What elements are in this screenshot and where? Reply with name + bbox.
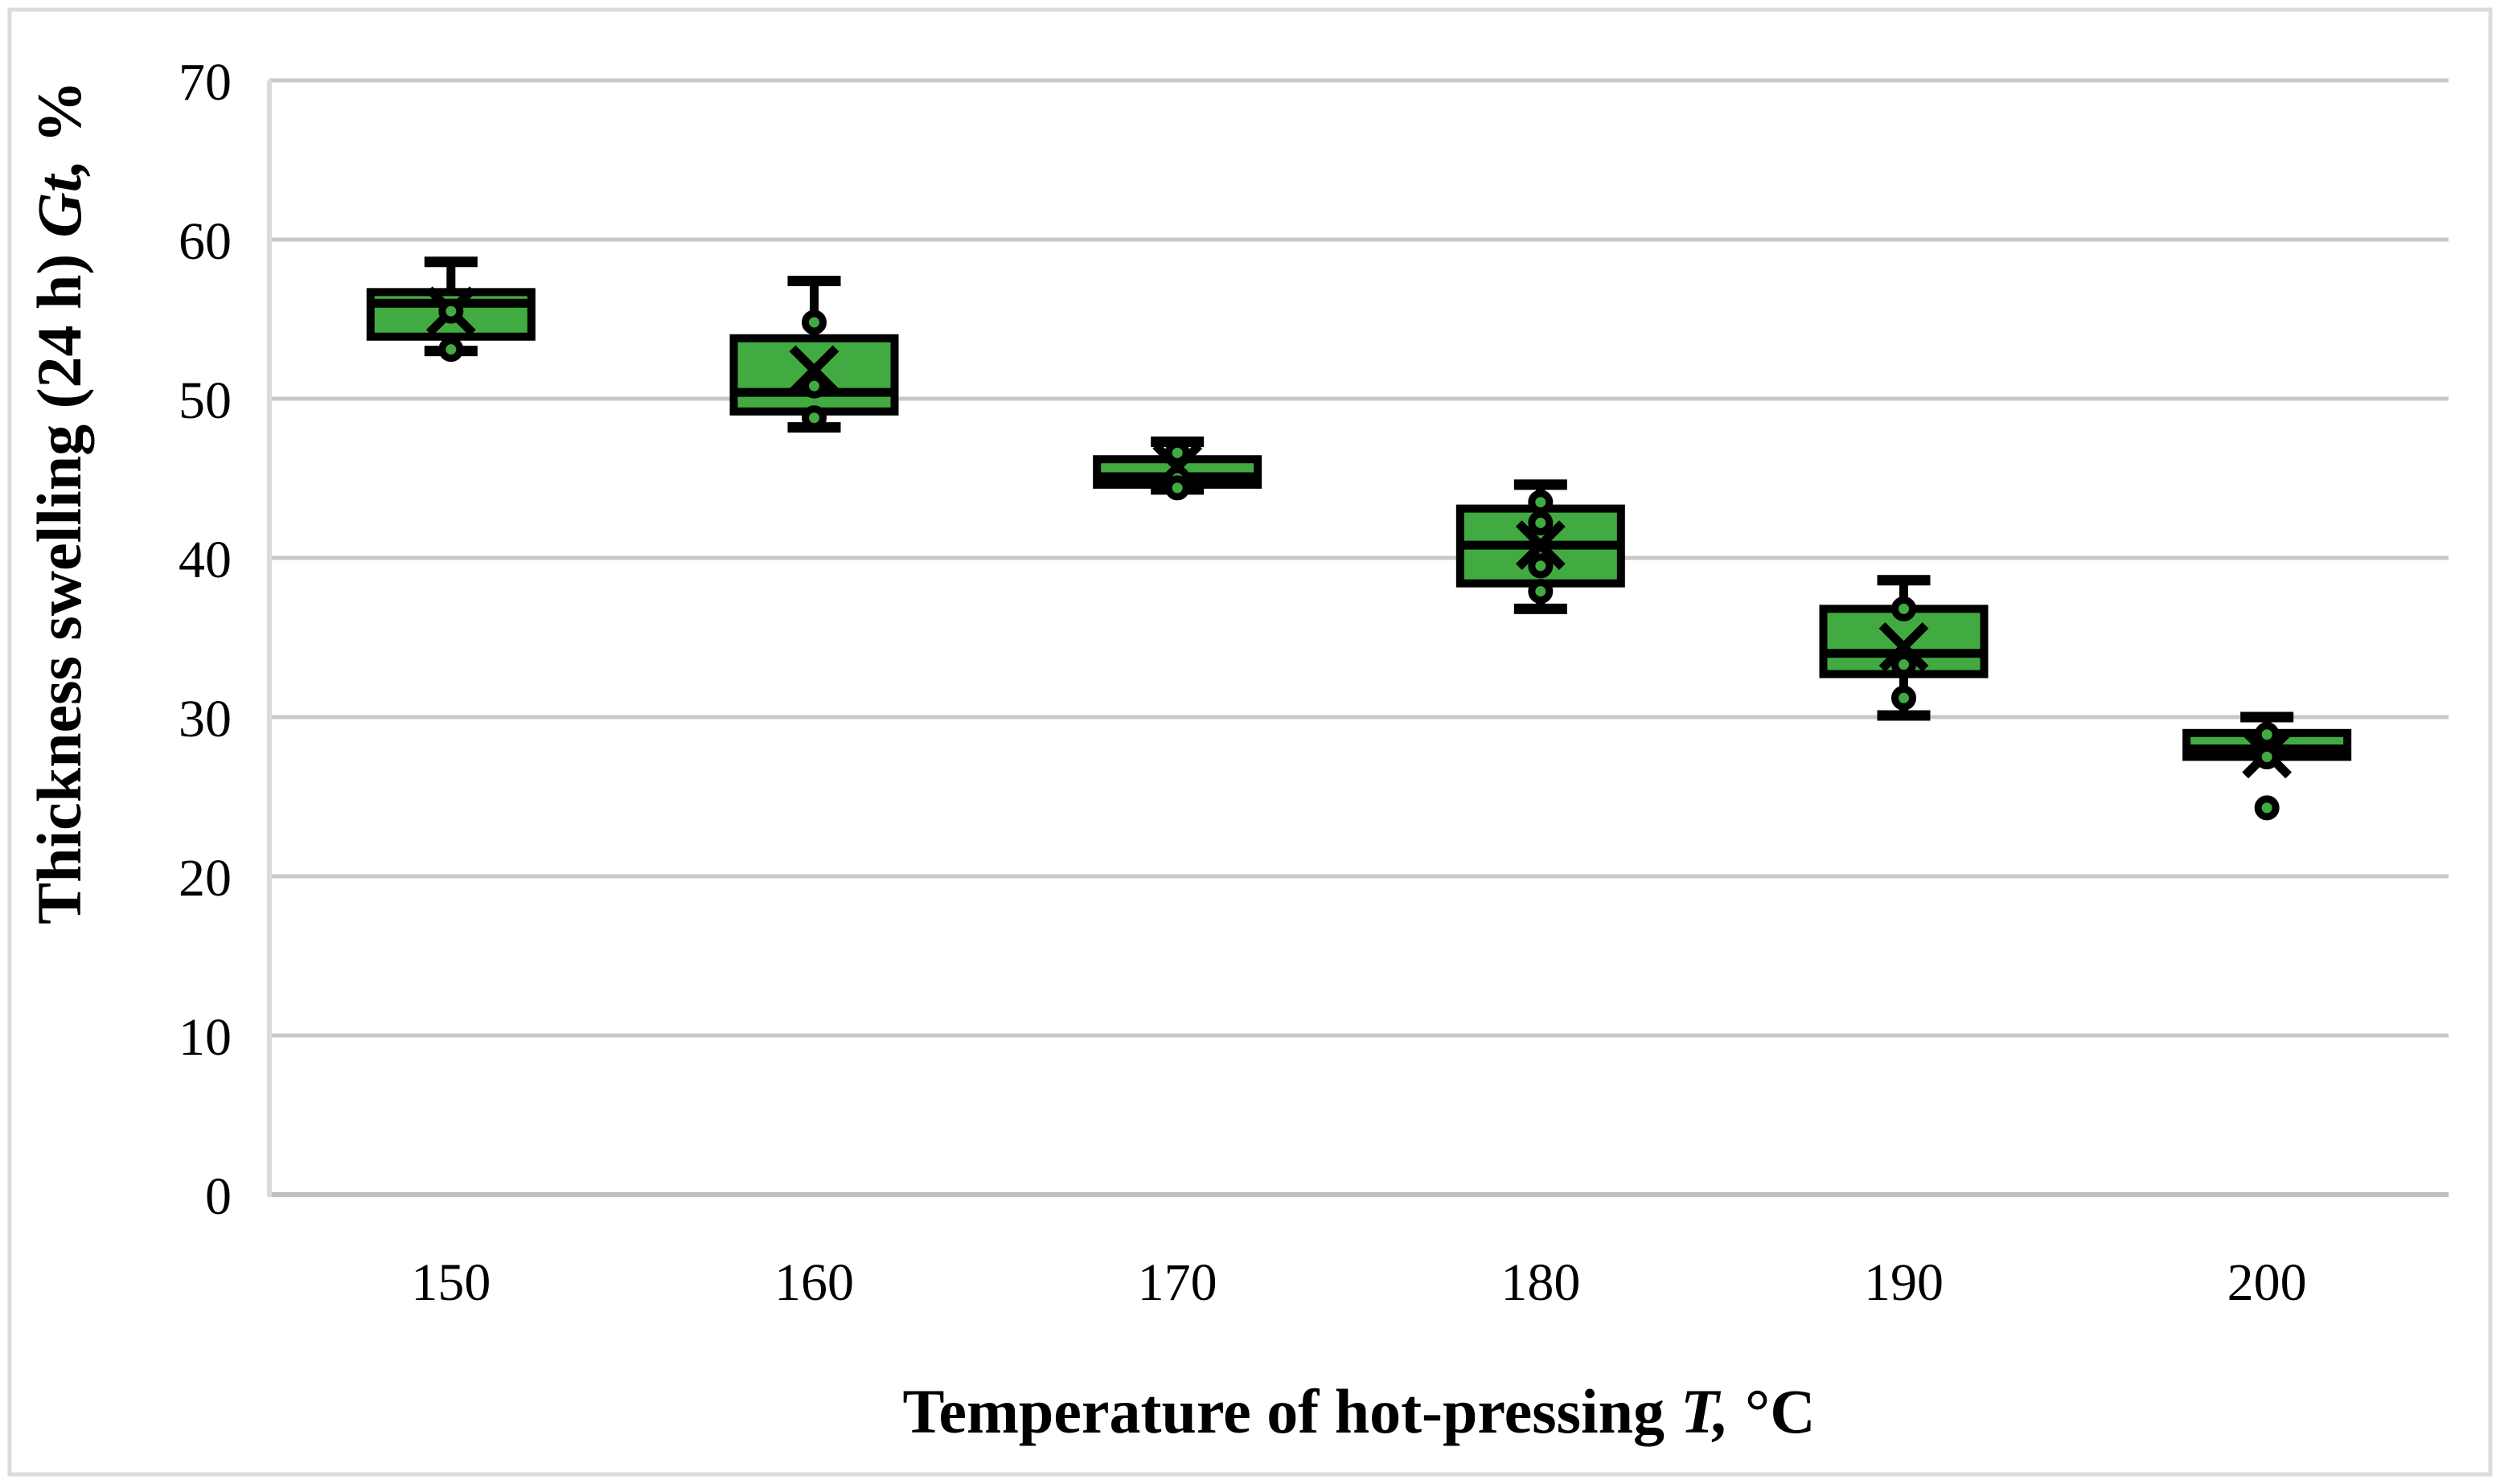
y-axis-title: Thickness swelling (24 h) Gt,% [24, 80, 94, 924]
mean-x-marker [1878, 621, 1929, 672]
y-tick-label: 30 [179, 690, 232, 748]
x-axis-tick-labels: 150 160 170 180 190 200 [411, 1253, 2306, 1312]
y-tick-label: 20 [179, 849, 232, 908]
data-point [1528, 490, 1554, 515]
data-point [438, 337, 464, 363]
gridlines [269, 78, 2449, 1197]
y-axis-tick-labels: 70 60 50 40 30 20 10 0 [179, 53, 232, 1226]
data-point [2254, 722, 2280, 748]
x-axis-title: Temperature of hot-pressing T, °C [902, 1376, 1815, 1446]
data-point [2254, 795, 2280, 821]
box-group-180 [1455, 479, 1625, 614]
x-tick-label: 150 [411, 1253, 491, 1312]
data-point [1528, 510, 1554, 535]
box-group-150 [366, 256, 536, 363]
data-point [1891, 652, 1916, 678]
box-group-170 [1093, 436, 1262, 501]
data-point [438, 298, 464, 324]
data-point [802, 373, 827, 399]
box-group-200 [2182, 711, 2352, 821]
y-axis-title-main: Thickness swelling (24 h) [24, 254, 94, 924]
y-tick-label: 40 [179, 531, 232, 589]
x-tick-label: 160 [774, 1253, 854, 1312]
x-axis-title-main: Temperature of hot-pressing [902, 1376, 1665, 1446]
y-tick-label: 50 [179, 371, 232, 430]
data-point [1891, 596, 1916, 621]
data-point [1528, 579, 1554, 605]
x-axis-title-symbol: T, [1681, 1376, 1729, 1446]
box-group-160 [729, 275, 899, 433]
box-series [366, 256, 2352, 821]
data-point [1891, 685, 1916, 711]
y-tick-label: 60 [179, 212, 232, 271]
data-point [802, 310, 827, 335]
data-point [1164, 475, 1190, 501]
y-tick-label: 70 [179, 53, 232, 112]
box-group-190 [1819, 575, 1989, 721]
x-tick-label: 180 [1500, 1253, 1580, 1312]
data-point [2254, 744, 2280, 769]
data-point [1164, 440, 1190, 465]
figure-border [7, 7, 2493, 1477]
x-tick-label: 170 [1138, 1253, 1217, 1312]
y-tick-label: 0 [205, 1167, 232, 1226]
y-axis-title-unit: % [24, 80, 94, 143]
data-point [802, 405, 827, 431]
y-tick-label: 10 [179, 1008, 232, 1067]
mean-x-marker [1515, 520, 1566, 571]
x-tick-label: 190 [1864, 1253, 1944, 1312]
y-axis-title-symbol: Gt, [24, 159, 94, 238]
x-tick-label: 200 [2227, 1253, 2307, 1312]
data-point [1528, 553, 1554, 579]
mean-x-marker [789, 345, 839, 396]
x-axis-title-unit: °C [1745, 1376, 1816, 1446]
